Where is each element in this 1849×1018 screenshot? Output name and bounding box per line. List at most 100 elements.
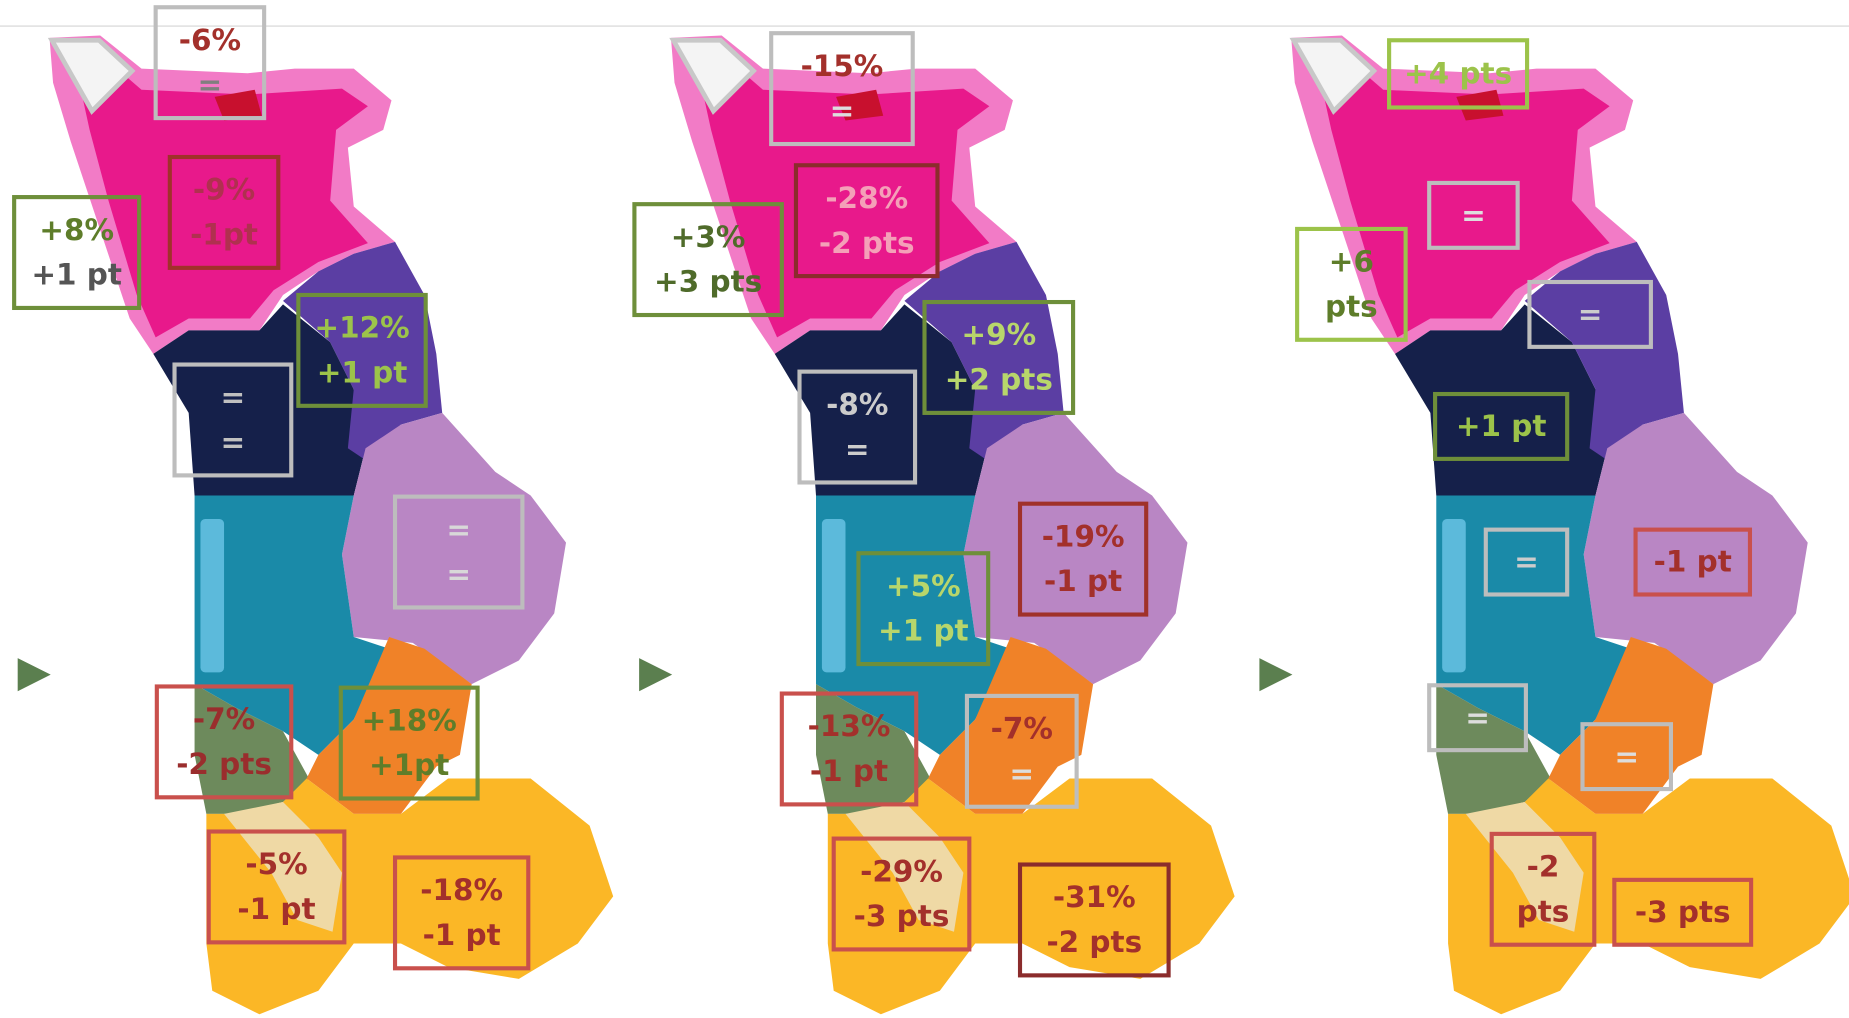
box-label: =: [221, 380, 246, 414]
annotation-box: -3 pts: [1612, 877, 1754, 947]
box-label: -1 pt: [810, 754, 888, 788]
box-frame: [1017, 862, 1171, 978]
box-label: +1 pt: [1456, 409, 1547, 443]
box-label: -2 pts: [819, 226, 915, 260]
box-label: =: [1465, 700, 1490, 734]
box-label: -13%: [808, 709, 891, 743]
box-frame: [1527, 279, 1653, 349]
annotation-box: +3% +3 pts: [632, 202, 784, 318]
box-label: +6: [1329, 245, 1374, 279]
box-frame: [392, 494, 525, 610]
box-label: +8%: [39, 213, 114, 247]
annotation-box: -8% =: [797, 369, 918, 485]
annotation-box: -7% =: [964, 693, 1079, 809]
box-label: -18%: [420, 873, 503, 907]
box-frame: [632, 202, 784, 318]
box-label: -1 pt: [237, 892, 315, 926]
box-label: =: [446, 557, 471, 591]
box-label: -29%: [860, 854, 943, 888]
box-frame: [1387, 38, 1530, 110]
box-label: +1 pt: [317, 355, 408, 389]
box-label: =: [1514, 545, 1539, 579]
box-frame: [154, 684, 294, 800]
box-frame: [167, 154, 281, 270]
box-label: -2 pts: [1046, 925, 1142, 959]
box-frame: [1580, 722, 1674, 792]
box-frame: [206, 829, 347, 945]
box-frame: [1612, 877, 1754, 947]
annotation-box: =: [1580, 722, 1674, 792]
annotation-box: +12% +1 pt: [296, 292, 428, 408]
box-label: +1 pt: [31, 258, 122, 292]
annotation-box: -28% -2 pts: [793, 163, 940, 279]
box-label: +5%: [886, 569, 961, 603]
annotation-box: =: [1427, 683, 1528, 753]
box-frame: [172, 362, 294, 478]
box-frame: [1427, 180, 1520, 250]
box-label: =: [1009, 756, 1034, 790]
box-frame: [964, 693, 1079, 809]
box-label: +4 pts: [1404, 57, 1512, 91]
box-frame: [922, 299, 1076, 415]
box-label: -9%: [193, 173, 255, 207]
box-frame: [153, 5, 267, 121]
annotation-box: +1 pt: [1433, 391, 1570, 461]
box-frame: [797, 369, 918, 485]
box-label: -2 pts: [176, 747, 272, 781]
box-frame: [1483, 527, 1570, 597]
annotation-box: -19% -1 pt: [1017, 501, 1149, 617]
box-label: -31%: [1053, 880, 1136, 914]
box-label: -1 pt: [423, 918, 501, 952]
box-frame: [1427, 683, 1528, 753]
annotation-box: ==: [172, 362, 294, 478]
annotation-box: =: [1527, 279, 1653, 349]
box-frame: [831, 836, 972, 952]
box-label: =: [1578, 297, 1603, 331]
annotation-box: ==: [392, 494, 525, 610]
box-label: -19%: [1042, 519, 1125, 553]
annotation-box: +9% +2 pts: [922, 299, 1076, 415]
annotation-box: -13% -1 pt: [779, 691, 919, 807]
box-label: -3 pts: [854, 899, 950, 933]
box-frame: [1433, 391, 1570, 461]
box-frame: [779, 691, 919, 807]
box-frame: [296, 292, 428, 408]
box-frame: [856, 551, 991, 667]
box-label: +18%: [362, 703, 457, 737]
box-label: +3%: [671, 220, 746, 254]
annotation-box: +8% +1 pt: [12, 195, 142, 311]
box-label: =: [198, 68, 223, 102]
annotation-box: -15% =: [769, 31, 915, 147]
box-label: +1pt: [369, 748, 449, 782]
annotation-box: +5% +1 pt: [856, 551, 991, 667]
box-label: pts: [1517, 894, 1570, 928]
box-label: -8%: [826, 387, 888, 421]
box-label: =: [446, 512, 471, 546]
box-label: =: [221, 425, 246, 459]
box-frame: [1017, 501, 1149, 617]
box-label: =: [1461, 198, 1486, 232]
annotation-box: -6% =: [153, 5, 267, 121]
box-label: -28%: [825, 181, 908, 215]
box-frame: [12, 195, 142, 311]
box-label: -7%: [991, 712, 1053, 746]
box-label: -2: [1527, 850, 1560, 884]
box-label: -7%: [193, 702, 255, 736]
box-frame: [769, 31, 915, 147]
annotation-box: +18% +1pt: [338, 685, 480, 801]
annotations: -6%=-9%-1pt+8%+1 pt+12%+1 pt====-7%-2 pt…: [12, 5, 1754, 978]
box-label: pts: [1325, 289, 1378, 323]
box-frame: [1489, 831, 1597, 947]
box-label: =: [830, 94, 855, 128]
box-label: -6%: [179, 23, 241, 57]
box-label: =: [845, 432, 870, 466]
box-label: -5%: [245, 847, 307, 881]
annotation-box: -31% -2 pts: [1017, 862, 1171, 978]
box-label: -3 pts: [1635, 895, 1731, 929]
box-label: -15%: [801, 49, 884, 83]
box-frame: [392, 855, 531, 971]
annotation-box: =: [1483, 527, 1570, 597]
box-label: -1pt: [190, 218, 258, 252]
box-frame: [338, 685, 480, 801]
box-label: +3 pts: [654, 265, 762, 299]
